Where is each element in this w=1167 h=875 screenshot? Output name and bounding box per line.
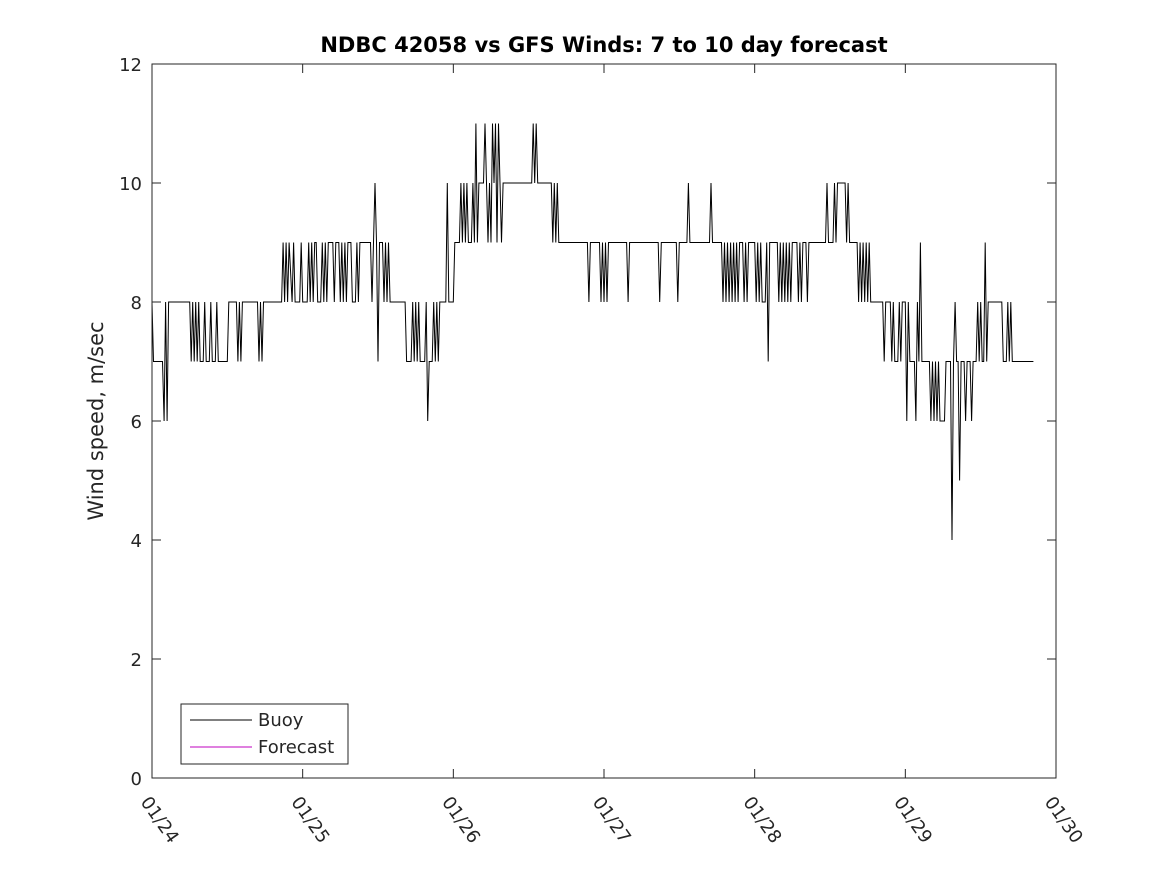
series-layer (151, 123, 1034, 541)
y-tick-label-10: 10 (119, 174, 142, 195)
y-tick-label-0: 0 (131, 769, 142, 790)
plot-area (152, 64, 1056, 778)
y-tick-label-12: 12 (119, 55, 142, 76)
legend-label-buoy: Buoy (258, 710, 304, 731)
y-tick-label-4: 4 (131, 531, 142, 552)
y-axis-label: Wind speed, m/sec (84, 321, 108, 520)
series-line-buoy (151, 123, 1034, 541)
legend-box (180, 703, 349, 765)
y-tick-label-2: 2 (131, 650, 142, 671)
plot-frame (151, 63, 1057, 779)
legend-label-forecast: Forecast (258, 737, 334, 758)
y-tick-label-8: 8 (131, 293, 142, 314)
chart-title: NDBC 42058 vs GFS Winds: 7 to 10 day for… (320, 33, 887, 57)
y-tick-label-6: 6 (131, 412, 142, 433)
legend: Buoy Forecast (180, 703, 349, 765)
